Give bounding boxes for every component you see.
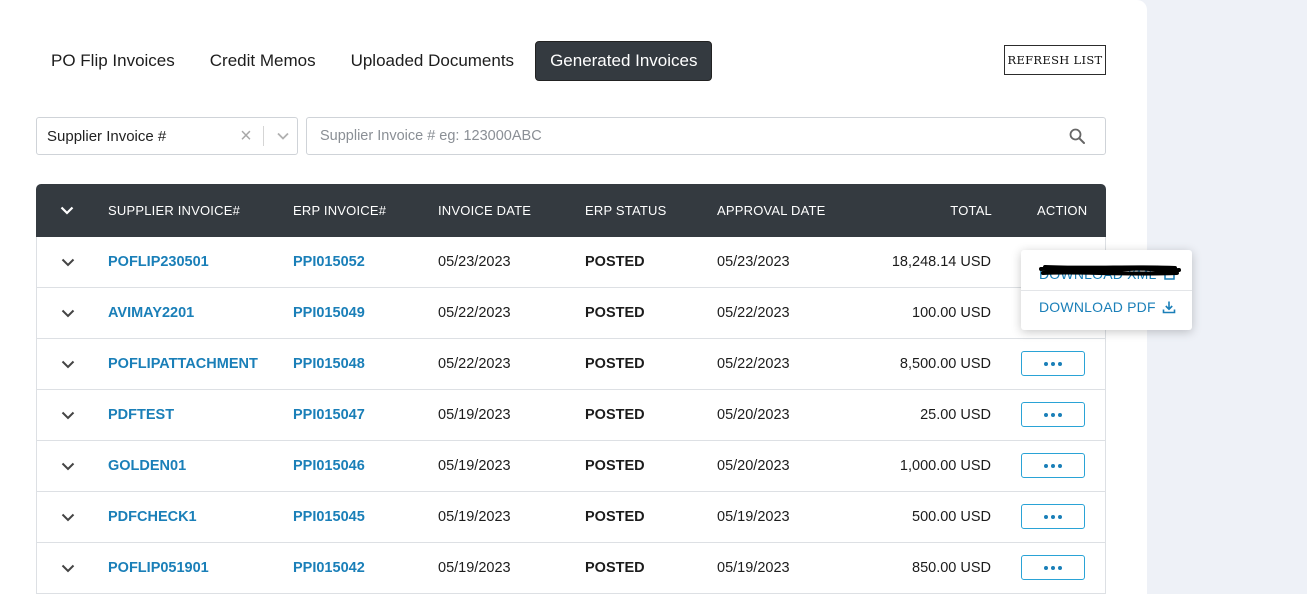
table-row: POFLIP051901 PPI015042 05/19/2023 POSTED… — [36, 543, 1106, 594]
invoice-date: 05/22/2023 — [438, 305, 511, 321]
table-row: AVIMAY2201 PPI015049 05/22/2023 POSTED 0… — [36, 288, 1106, 339]
table-row: PDFTEST PPI015047 05/19/2023 POSTED 05/2… — [36, 390, 1106, 441]
expand-row-icon[interactable] — [61, 561, 75, 577]
filter-field-value: Supplier Invoice # — [47, 127, 167, 145]
erp-invoice-link[interactable]: PPI015052 — [293, 254, 365, 270]
row-actions-button[interactable] — [1021, 402, 1085, 427]
invoice-date: 05/19/2023 — [438, 560, 511, 576]
erp-invoice-link[interactable]: PPI015046 — [293, 458, 365, 474]
menu-divider — [1021, 290, 1192, 291]
header-supplier-invoice[interactable]: SUPPLIER INVOICE# — [108, 203, 240, 218]
total-amount: 18,248.14 USD — [891, 254, 991, 270]
approval-date: 05/22/2023 — [717, 356, 790, 372]
total-amount: 500.00 USD — [912, 509, 991, 525]
erp-invoice-link[interactable]: PPI015048 — [293, 356, 365, 372]
expand-row-icon[interactable] — [61, 459, 75, 475]
tab-uploaded-documents[interactable]: Uploaded Documents — [350, 51, 515, 70]
table-row: POFLIP230501 PPI015052 05/23/2023 POSTED… — [36, 237, 1106, 288]
search-box — [306, 117, 1106, 155]
supplier-invoice-link[interactable]: AVIMAY2201 — [108, 305, 195, 321]
supplier-invoice-link[interactable]: POFLIP051901 — [108, 560, 209, 576]
erp-invoice-link[interactable]: PPI015042 — [293, 560, 365, 576]
row-actions-button[interactable] — [1021, 453, 1085, 478]
invoice-date: 05/19/2023 — [438, 407, 511, 423]
table-header: SUPPLIER INVOICE# ERP INVOICE# INVOICE D… — [36, 184, 1106, 237]
expand-row-icon[interactable] — [61, 255, 75, 271]
expand-all-icon[interactable] — [60, 203, 74, 218]
total-amount: 8,500.00 USD — [899, 356, 991, 372]
total-amount: 850.00 USD — [912, 560, 991, 576]
expand-row-icon[interactable] — [61, 306, 75, 322]
tab-po-flip-invoices[interactable]: PO Flip Invoices — [51, 51, 175, 70]
invoices-table: SUPPLIER INVOICE# ERP INVOICE# INVOICE D… — [36, 184, 1106, 594]
row-actions-menu: DOWNLOAD XML DOWNLOAD PDF — [1021, 250, 1192, 330]
header-approval-date[interactable]: APPROVAL DATE — [717, 203, 826, 218]
erp-status: POSTED — [585, 407, 645, 423]
header-erp-invoice[interactable]: ERP INVOICE# — [293, 203, 387, 218]
row-actions-button[interactable] — [1021, 351, 1085, 376]
erp-invoice-link[interactable]: PPI015045 — [293, 509, 365, 525]
supplier-invoice-link[interactable]: POFLIP230501 — [108, 254, 209, 270]
tab-credit-memos[interactable]: Credit Memos — [209, 51, 316, 70]
download-pdf-label: DOWNLOAD PDF — [1039, 299, 1156, 315]
total-amount: 100.00 USD — [912, 305, 991, 321]
erp-status: POSTED — [585, 254, 645, 270]
header-invoice-date[interactable]: INVOICE DATE — [438, 203, 532, 218]
download-icon — [1162, 301, 1176, 314]
table-row: PDFCHECK1 PPI015045 05/19/2023 POSTED 05… — [36, 492, 1106, 543]
erp-invoice-link[interactable]: PPI015049 — [293, 305, 365, 321]
invoice-date: 05/19/2023 — [438, 458, 511, 474]
erp-invoice-link[interactable]: PPI015047 — [293, 407, 365, 423]
search-input[interactable] — [307, 118, 1047, 154]
erp-status: POSTED — [585, 509, 645, 525]
erp-status: POSTED — [585, 305, 645, 321]
table-row: POFLIPATTACHMENT PPI015048 05/22/2023 PO… — [36, 339, 1106, 390]
erp-status: POSTED — [585, 356, 645, 372]
filter-field-select[interactable]: Supplier Invoice # × — [36, 117, 298, 155]
total-amount: 1,000.00 USD — [899, 458, 991, 474]
supplier-invoice-link[interactable]: PDFTEST — [108, 407, 175, 423]
erp-status: POSTED — [585, 458, 645, 474]
erp-status: POSTED — [585, 560, 645, 576]
invoice-date: 05/23/2023 — [438, 254, 511, 270]
download-pdf-menu-item[interactable]: DOWNLOAD PDF — [1039, 299, 1176, 315]
approval-date: 05/23/2023 — [717, 254, 790, 270]
supplier-invoice-link[interactable]: PDFCHECK1 — [108, 509, 197, 525]
expand-row-icon[interactable] — [61, 357, 75, 373]
invoice-date: 05/19/2023 — [438, 509, 511, 525]
tab-generated-invoices[interactable]: Generated Invoices — [535, 41, 713, 81]
approval-date: 05/19/2023 — [717, 560, 790, 576]
tab-bar: PO Flip Invoices Credit Memos Uploaded D… — [37, 41, 719, 81]
approval-date: 05/20/2023 — [717, 407, 790, 423]
expand-row-icon[interactable] — [61, 510, 75, 526]
header-action: ACTION — [1037, 203, 1088, 218]
table-row: GOLDEN01 PPI015046 05/19/2023 POSTED 05/… — [36, 441, 1106, 492]
expand-row-icon[interactable] — [61, 408, 75, 424]
select-separator — [263, 126, 264, 146]
approval-date: 05/22/2023 — [717, 305, 790, 321]
supplier-invoice-link[interactable]: POFLIPATTACHMENT — [108, 356, 258, 372]
row-actions-button[interactable] — [1021, 504, 1085, 529]
header-total[interactable]: TOTAL — [950, 203, 992, 218]
search-icon[interactable] — [1069, 128, 1085, 149]
content-panel: PO Flip Invoices Credit Memos Uploaded D… — [0, 0, 1147, 594]
total-amount: 25.00 USD — [920, 407, 991, 423]
redaction-scribble — [1039, 265, 1181, 276]
chevron-down-icon[interactable] — [269, 132, 297, 140]
header-erp-status[interactable]: ERP STATUS — [585, 203, 667, 218]
refresh-list-button[interactable]: REFRESH LIST — [1004, 45, 1106, 75]
invoice-date: 05/22/2023 — [438, 356, 511, 372]
approval-date: 05/19/2023 — [717, 509, 790, 525]
row-actions-button[interactable] — [1021, 555, 1085, 580]
approval-date: 05/20/2023 — [717, 458, 790, 474]
clear-icon[interactable]: × — [240, 125, 252, 147]
supplier-invoice-link[interactable]: GOLDEN01 — [108, 458, 187, 474]
